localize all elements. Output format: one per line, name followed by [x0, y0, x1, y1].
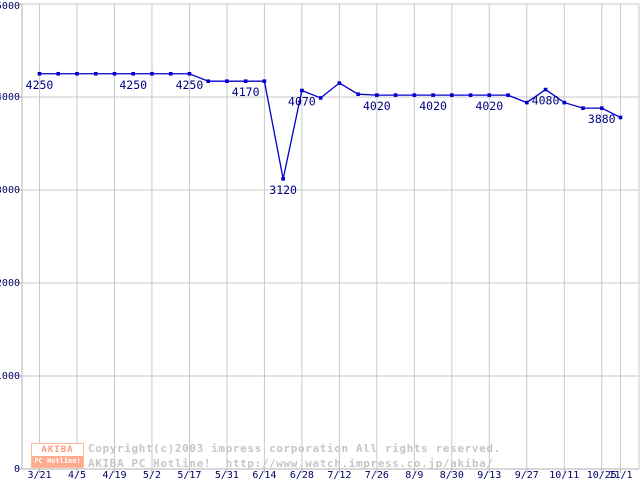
data-point: [75, 71, 79, 76]
data-point: [375, 93, 379, 97]
value-label: 3880: [588, 112, 616, 126]
x-tick-label: 9/13: [477, 470, 501, 480]
x-tick-label: 8/30: [440, 470, 464, 480]
data-point: [225, 79, 229, 83]
x-tick-label: 5/2: [143, 470, 161, 480]
value-label: 4020: [363, 99, 391, 113]
y-tick-label: 2000: [0, 278, 20, 289]
data-point: [93, 71, 98, 76]
x-tick-label: 10/11: [549, 470, 579, 480]
value-label: 4250: [119, 78, 147, 92]
data-point: [56, 71, 61, 76]
x-tick-label: 5/17: [177, 470, 201, 480]
x-tick-label: 4/19: [102, 470, 126, 480]
value-label: 4070: [288, 94, 316, 108]
value-label: 4250: [176, 78, 204, 92]
data-point: [318, 96, 323, 100]
y-tick-label: 3000: [0, 185, 20, 196]
data-point: [356, 92, 360, 97]
x-tick-label: 9/27: [515, 470, 539, 480]
x-tick-label: 6/28: [290, 470, 314, 480]
y-tick-label: 5000: [0, 1, 20, 12]
data-point: [243, 79, 248, 83]
value-label: 4170: [232, 85, 260, 99]
data-point: [281, 177, 285, 181]
data-point: [431, 93, 435, 97]
data-point: [581, 106, 585, 110]
x-tick-label: 5/31: [215, 470, 239, 480]
data-point: [412, 93, 417, 97]
data-point: [131, 71, 136, 76]
data-point: [37, 71, 42, 76]
y-tick-label: 1000: [0, 371, 20, 382]
data-point: [300, 88, 304, 93]
data-point: [150, 71, 154, 76]
data-point: [206, 79, 210, 83]
y-tick-label: 0: [14, 464, 20, 475]
data-point: [112, 71, 117, 76]
x-tick-label: 7/12: [327, 470, 351, 480]
x-tick-label: 10/25: [587, 470, 617, 480]
value-label: 4250: [26, 78, 54, 92]
data-point: [337, 81, 342, 85]
data-point: [543, 87, 548, 92]
data-point: [393, 93, 398, 97]
x-tick-label: 4/5: [68, 470, 86, 480]
price-line: [39, 73, 621, 179]
x-tick-label: 6/14: [252, 470, 276, 480]
data-point: [599, 106, 604, 110]
x-tick-label: 11/1: [608, 470, 632, 480]
data-point: [506, 93, 510, 97]
data-point: [562, 100, 567, 105]
data-point: [618, 115, 623, 120]
y-tick-label: 4000: [0, 92, 20, 103]
value-label: 3120: [269, 183, 297, 197]
data-point: [187, 71, 192, 76]
data-point: [262, 79, 267, 83]
x-tick-label: 8/9: [405, 470, 423, 480]
data-point: [468, 93, 473, 97]
x-tick-label: 7/26: [365, 470, 389, 480]
value-label: 4080: [532, 94, 560, 108]
value-label: 4020: [419, 99, 447, 113]
data-point: [450, 93, 454, 97]
data-point: [524, 100, 529, 105]
value-label: 4020: [475, 99, 503, 113]
data-point: [487, 93, 492, 97]
x-tick-label: 3/21: [27, 470, 51, 480]
data-point: [168, 71, 173, 76]
